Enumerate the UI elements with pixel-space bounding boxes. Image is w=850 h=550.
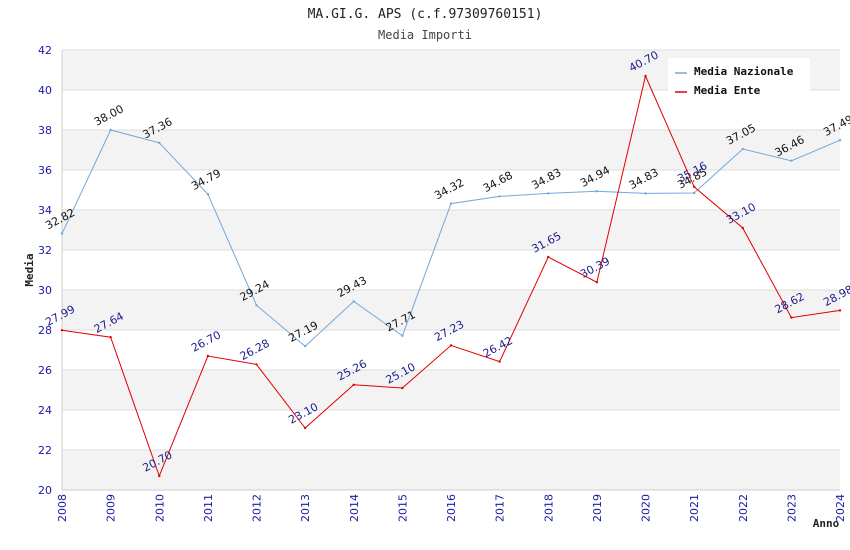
y-tick-label: 22 (38, 444, 52, 457)
data-label-media-nazionale: 34.32 (432, 176, 466, 202)
grid-band (62, 130, 840, 170)
data-point-media-ente (692, 185, 696, 188)
data-point-media-nazionale (352, 300, 355, 303)
data-label-media-ente: 26.28 (238, 337, 272, 363)
data-point-media-ente (352, 383, 355, 386)
x-tick-labels: 2008 2009 2010 2011 2012 2013 2014 2015 2016 2017… (56, 494, 847, 522)
x-tick-label: 2016 (445, 494, 458, 522)
grid-band (62, 370, 840, 410)
x-tick-label: 2015 (396, 494, 409, 522)
x-tick-label: 2020 (640, 494, 653, 522)
y-axis-label: Media (23, 253, 36, 286)
x-tick-label: 2022 (737, 494, 750, 522)
data-point-media-nazionale (547, 192, 550, 195)
y-tick-label: 24 (38, 404, 52, 417)
x-tick-label: 2012 (251, 494, 264, 522)
data-point-media-nazionale (303, 345, 307, 348)
grid-lines (62, 49, 840, 491)
x-tick-label: 2010 (153, 494, 166, 522)
y-tick-label: 26 (38, 364, 52, 377)
y-tick-label: 38 (38, 124, 52, 137)
data-point-media-ente (547, 255, 550, 259)
data-point-media-nazionale (60, 232, 64, 235)
data-point-media-nazionale (838, 139, 842, 142)
data-label-media-ente: 30.39 (578, 255, 612, 281)
data-point-media-nazionale (255, 304, 258, 307)
data-point-media-nazionale (595, 190, 599, 193)
x-tick-label: 2008 (56, 494, 69, 522)
grid-band (62, 290, 840, 330)
data-point-media-nazionale (741, 147, 744, 151)
y-tick-labels: 20 22 24 26 28 30 32 34 36 38 40 42 (38, 44, 52, 497)
legend: Media Nazionale Media Ente (668, 58, 810, 102)
x-tick-label: 2017 (494, 494, 507, 522)
legend-label-media-ente: Media Ente (694, 84, 761, 97)
data-point-media-nazionale (401, 334, 404, 337)
data-label-media-nazionale: 34.79 (189, 167, 223, 193)
data-point-media-ente (498, 360, 501, 363)
data-point-media-ente (790, 316, 793, 319)
y-tick-label: 40 (38, 84, 52, 97)
data-point-media-nazionale (644, 192, 647, 195)
data-point-media-nazionale (158, 141, 161, 144)
x-tick-label: 2013 (299, 494, 312, 522)
x-tick-label: 2018 (542, 494, 555, 522)
data-point-media-ente (449, 344, 453, 347)
data-label-media-ente: 26.70 (189, 328, 223, 354)
data-point-media-nazionale (790, 159, 793, 162)
data-point-media-ente (60, 329, 64, 332)
data-point-media-ente (255, 363, 258, 366)
data-label-media-nazionale: 38.00 (92, 102, 126, 128)
data-point-media-ente (644, 74, 647, 78)
chart-subtitle: Media Importi (378, 28, 472, 42)
y-tick-label: 20 (38, 484, 52, 497)
grid-band (62, 450, 840, 490)
data-point-media-ente (158, 474, 161, 478)
x-axis-label: Anno (813, 517, 840, 530)
legend-label-media-nazionale: Media Nazionale (694, 65, 794, 78)
data-point-media-ente (741, 226, 744, 230)
x-tick-label: 2023 (785, 494, 798, 522)
chart-title: MA.GI.G. APS (c.f.97309760151) (308, 7, 543, 22)
data-point-media-ente (838, 309, 842, 312)
data-point-media-nazionale (449, 202, 453, 205)
data-point-media-nazionale (692, 191, 696, 195)
data-label-media-ente: 26.42 (481, 334, 515, 360)
y-tick-label: 30 (38, 284, 52, 297)
y-tick-label: 32 (38, 244, 52, 257)
axes (61, 50, 840, 491)
y-tick-label: 34 (38, 204, 52, 217)
y-tick-label: 42 (38, 44, 52, 57)
data-point-media-ente (595, 281, 599, 284)
x-tick-label: 2024 (834, 494, 847, 522)
x-tick-label: 2019 (591, 494, 604, 522)
data-point-media-nazionale (206, 193, 210, 196)
data-point-media-ente (206, 354, 210, 358)
legend-background (668, 58, 810, 102)
x-tick-label: 2011 (202, 494, 215, 522)
data-point-media-nazionale (109, 128, 112, 132)
data-label-media-nazionale: 34.68 (481, 169, 515, 195)
data-point-media-nazionale (498, 195, 501, 198)
grid-band (62, 210, 840, 250)
data-point-media-ente (303, 426, 307, 430)
y-tick-label: 36 (38, 164, 52, 177)
y-tick-label: 28 (38, 324, 52, 337)
x-tick-label: 2014 (348, 494, 361, 522)
data-point-media-ente (109, 336, 112, 339)
x-tick-label: 2021 (688, 494, 701, 522)
x-tick-label: 2009 (105, 494, 118, 522)
data-point-media-ente (401, 386, 404, 390)
grid-bands (62, 50, 840, 490)
